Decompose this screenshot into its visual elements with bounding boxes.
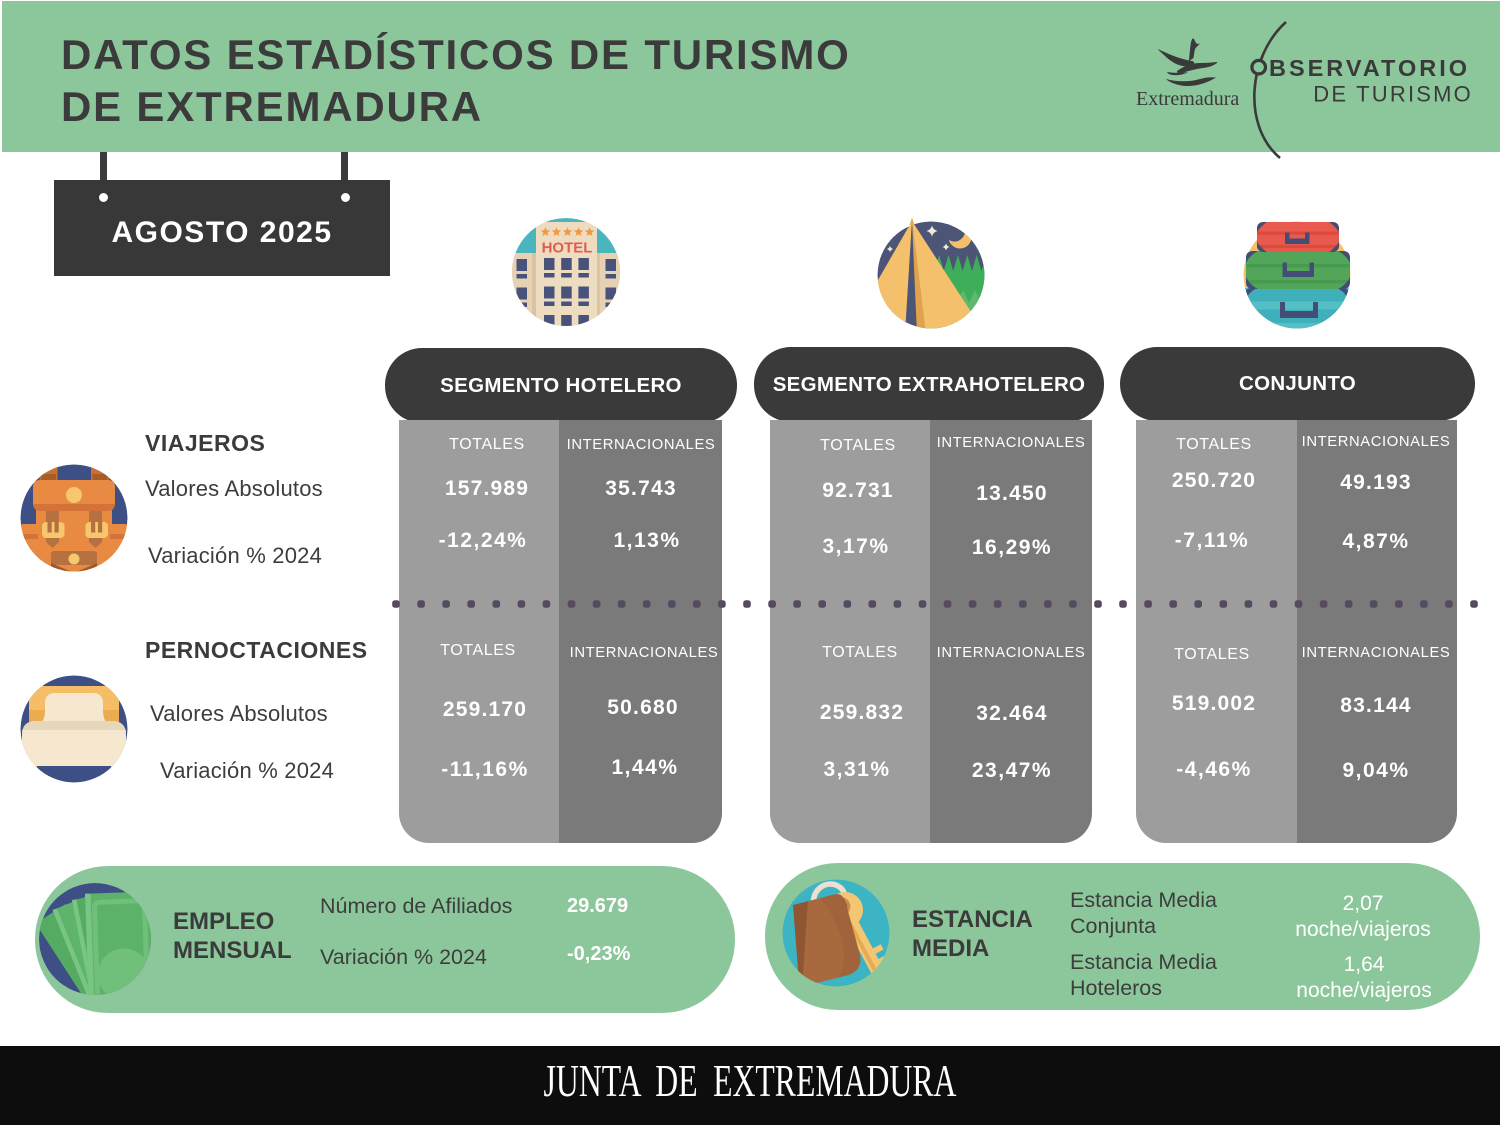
svg-text:BSERVATORIO: BSERVATORIO bbox=[1269, 55, 1470, 81]
svg-text:Extremadura: Extremadura bbox=[1136, 88, 1239, 110]
svg-text:HOTEL: HOTEL bbox=[542, 240, 593, 257]
svg-text:DE TURISMO: DE TURISMO bbox=[1313, 82, 1473, 107]
